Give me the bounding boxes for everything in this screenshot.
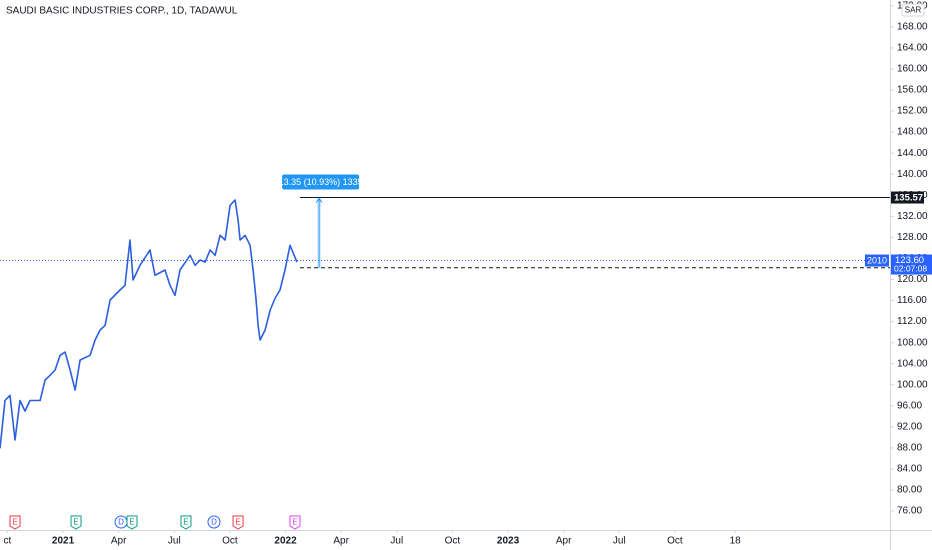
x-tick-label: 2021 bbox=[52, 536, 75, 547]
event-label: E bbox=[73, 518, 78, 527]
y-tick-label: 128.00 bbox=[897, 232, 928, 243]
price-label: 135.57 bbox=[894, 193, 923, 204]
y-tick-label: 120.00 bbox=[897, 274, 928, 285]
y-tick-label: 108.00 bbox=[897, 337, 928, 348]
y-tick-label: 96.00 bbox=[897, 400, 922, 411]
event-marker bbox=[232, 515, 244, 530]
y-tick-label: 160.00 bbox=[897, 64, 928, 75]
y-tick-label: 116.00 bbox=[897, 295, 927, 306]
y-tick-label: 132.00 bbox=[897, 211, 928, 222]
tag-box bbox=[865, 254, 889, 267]
y-tick-label: 168.00 bbox=[897, 21, 928, 32]
x-tick-label: Oct bbox=[667, 536, 683, 547]
measure-arrowhead bbox=[315, 197, 323, 203]
y-tick-label: 152.00 bbox=[897, 106, 928, 117]
x-tick-label: Apr bbox=[556, 536, 572, 547]
event-marker bbox=[289, 515, 301, 530]
event-label: E bbox=[12, 518, 17, 527]
y-tick-label: 140.00 bbox=[897, 169, 928, 180]
event-label: E bbox=[129, 518, 134, 527]
event-label: E bbox=[183, 518, 188, 527]
x-tick-label: 2023 bbox=[497, 536, 520, 547]
x-tick-label: 18 bbox=[730, 536, 742, 547]
currency-badge bbox=[901, 3, 925, 17]
event-marker bbox=[180, 515, 192, 530]
x-tick-label: ct bbox=[4, 536, 12, 547]
x-tick-label: 2022 bbox=[274, 536, 297, 547]
y-tick-label: 164.00 bbox=[897, 43, 928, 54]
event-label: D bbox=[211, 518, 217, 527]
x-tick-label: Oct bbox=[222, 536, 238, 547]
x-tick-label: Jul bbox=[390, 536, 403, 547]
x-tick-label: Apr bbox=[333, 536, 349, 547]
last-price-label: 123.60 bbox=[895, 255, 924, 266]
y-tick-label: 80.00 bbox=[897, 485, 922, 496]
x-tick-label: Jul bbox=[613, 536, 626, 547]
y-tick-label: 88.00 bbox=[897, 443, 922, 454]
y-tick-label: 92.00 bbox=[897, 421, 922, 432]
y-tick-label: 144.00 bbox=[897, 148, 928, 159]
chart-title: SAUDI BASIC INDUSTRIES CORP., 1D, TADAWU… bbox=[6, 6, 238, 17]
x-tick-label: Jul bbox=[168, 536, 181, 547]
measure-label: 13.35 (10.93%) 1335 bbox=[279, 177, 363, 187]
event-label: E bbox=[235, 518, 240, 527]
y-tick-label: 112.00 bbox=[897, 316, 927, 327]
tag-label: 2010 bbox=[867, 255, 887, 265]
last-price-box bbox=[891, 254, 932, 275]
event-marker bbox=[207, 515, 221, 529]
measure-label-box bbox=[282, 174, 360, 190]
y-tick-label: 148.00 bbox=[897, 127, 928, 138]
event-marker bbox=[9, 515, 21, 530]
y-tick-label: 104.00 bbox=[897, 358, 928, 369]
currency-label: SAR bbox=[905, 6, 922, 15]
event-label: D bbox=[118, 518, 124, 527]
x-tick-label: Oct bbox=[445, 536, 461, 547]
y-tick-label: 76.00 bbox=[897, 506, 922, 517]
price-label-box bbox=[891, 191, 924, 204]
x-tick-label: Apr bbox=[111, 536, 127, 547]
event-label: E bbox=[292, 518, 297, 527]
countdown-label: 02:07:08 bbox=[894, 263, 927, 273]
y-tick-label: 156.00 bbox=[897, 85, 928, 96]
y-tick-label: 100.00 bbox=[897, 379, 928, 390]
event-marker bbox=[126, 515, 138, 530]
price-line bbox=[0, 199, 298, 449]
event-marker bbox=[70, 515, 82, 530]
y-tick-label: 84.00 bbox=[897, 464, 922, 475]
